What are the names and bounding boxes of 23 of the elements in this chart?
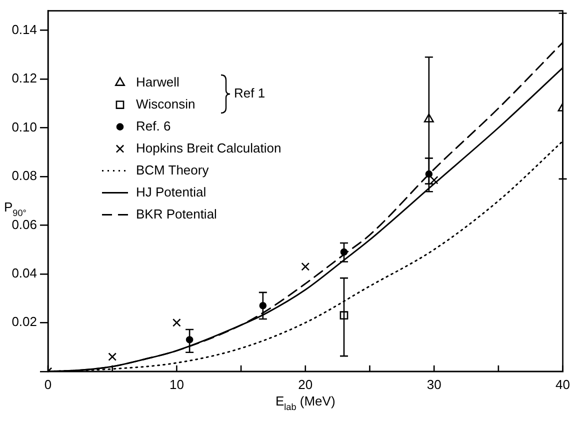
legend-label: Harwell: [136, 74, 180, 90]
legend-label: Hopkins Breit Calculation: [136, 140, 282, 156]
x-tick-label: 20: [298, 376, 313, 392]
legend-label: BCM Theory: [136, 162, 210, 178]
y-tick-label: 0.08: [12, 168, 37, 184]
y-tick-label: 0.06: [12, 216, 37, 232]
y-tick-label: 0.10: [12, 119, 37, 134]
y-tick-label: 0.04: [12, 266, 37, 281]
point: [172, 318, 181, 327]
x-tick-label: 30: [426, 376, 442, 392]
legend-label: Wisconsin: [136, 96, 196, 112]
y-tick-label: 0.12: [12, 70, 37, 86]
x-tick-label: 0: [44, 376, 52, 392]
y-tick-label: 0.14: [12, 22, 37, 37]
point: [108, 352, 117, 361]
point: [301, 262, 310, 271]
x-tick-label: 40: [556, 376, 570, 392]
legend-label: HJ Potential: [136, 184, 206, 200]
annotation: Ref 1: [234, 85, 266, 100]
legend-label: Ref. 6: [136, 118, 171, 134]
legend-label: BKR Potential: [136, 206, 218, 222]
y-tick-label: 0.02: [12, 314, 37, 330]
x-tick-label: 10: [169, 376, 184, 392]
